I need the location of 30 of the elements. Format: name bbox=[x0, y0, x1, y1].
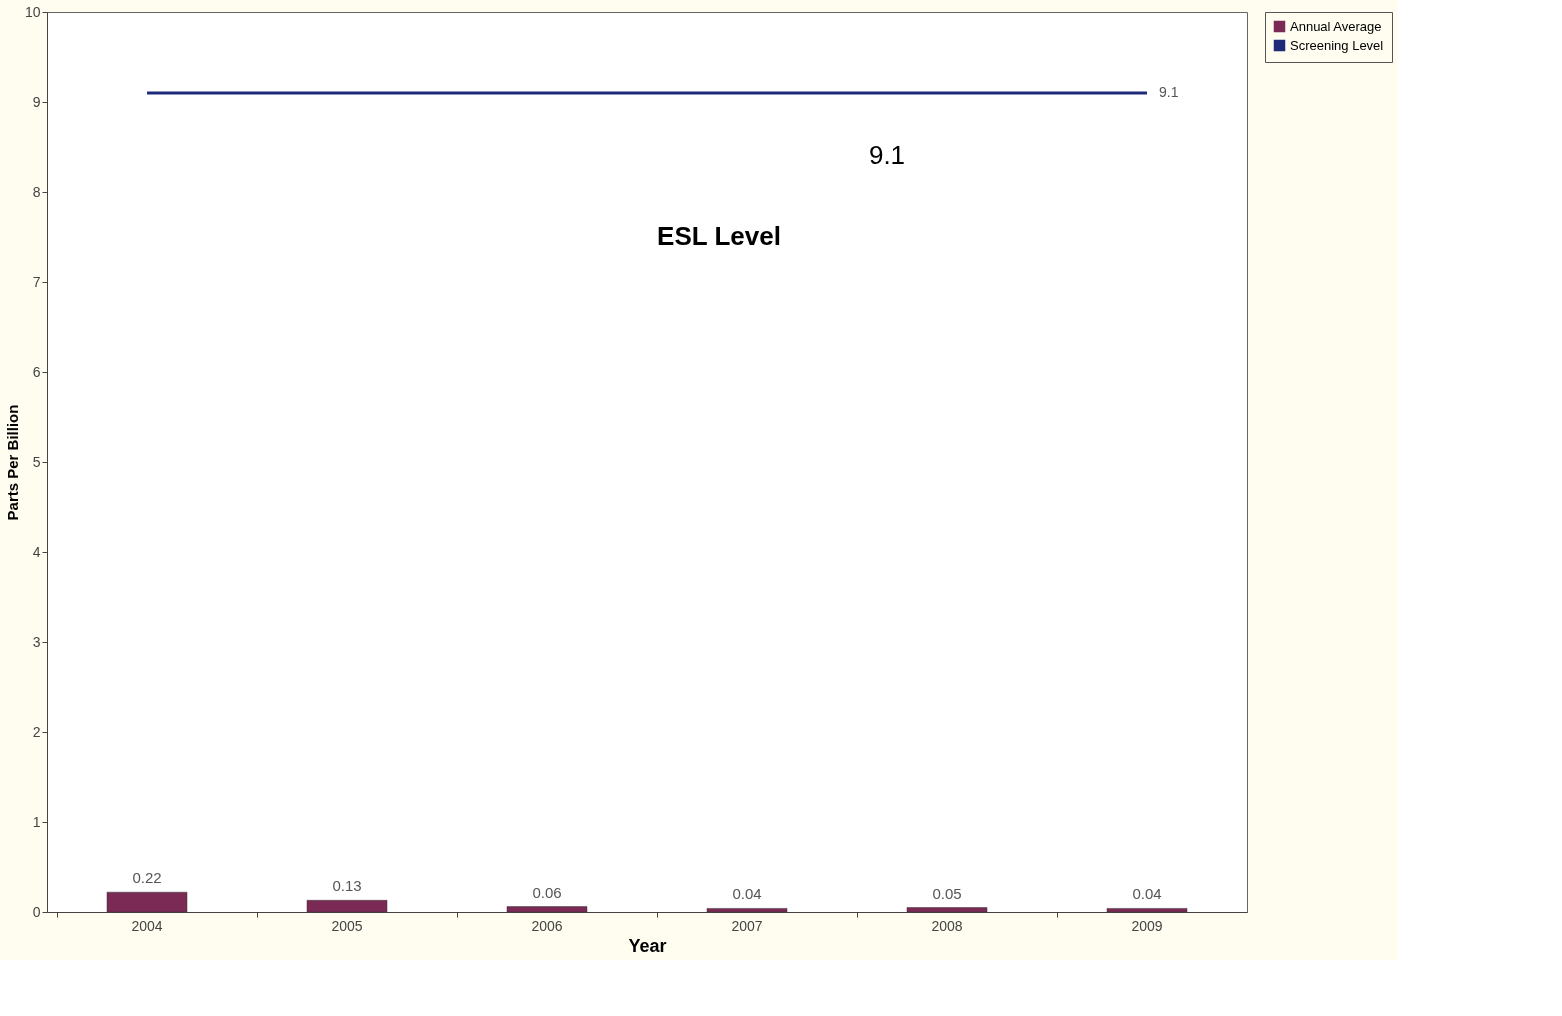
y-tick-label: 0 bbox=[32, 903, 41, 920]
data-label: 0.22 bbox=[132, 869, 162, 887]
y-tick-label: 7 bbox=[32, 273, 41, 290]
data-label: 0.05 bbox=[932, 884, 962, 902]
annotation: 9.1 bbox=[868, 140, 906, 170]
data-label: 9.1 bbox=[1159, 84, 1179, 100]
x-tick-label: 2004 bbox=[131, 917, 163, 934]
y-tick-label: 1 bbox=[32, 813, 41, 830]
y-tick-label: 8 bbox=[32, 183, 41, 200]
x-tick-label: 2009 bbox=[1131, 917, 1163, 934]
data-label: 0.13 bbox=[332, 877, 362, 895]
x-tick-label: 2005 bbox=[331, 917, 363, 934]
data-label: 0.04 bbox=[732, 885, 762, 903]
annotation: ESL Level bbox=[657, 221, 781, 251]
x-tick-label: 2008 bbox=[931, 917, 963, 934]
y-tick-label: 3 bbox=[32, 633, 41, 650]
x-tick-label: 2007 bbox=[731, 917, 763, 934]
x-tick-label: 2006 bbox=[531, 917, 563, 934]
data-label: 0.04 bbox=[1132, 885, 1162, 903]
x-axis-title: Year bbox=[628, 935, 667, 956]
data-label: 0.06 bbox=[532, 883, 562, 901]
y-tick-label: 6 bbox=[32, 363, 41, 380]
y-tick-label: 4 bbox=[32, 543, 41, 560]
y-tick-label: 9 bbox=[32, 93, 41, 110]
y-tick-label: 5 bbox=[32, 453, 41, 470]
legend-label: Annual Average bbox=[1290, 18, 1382, 34]
y-axis-title: Parts Per Billion bbox=[3, 404, 21, 521]
y-tick-label: 2 bbox=[32, 723, 41, 740]
legend-label: Screening Level bbox=[1290, 37, 1384, 53]
y-tick-label: 10 bbox=[24, 3, 41, 20]
